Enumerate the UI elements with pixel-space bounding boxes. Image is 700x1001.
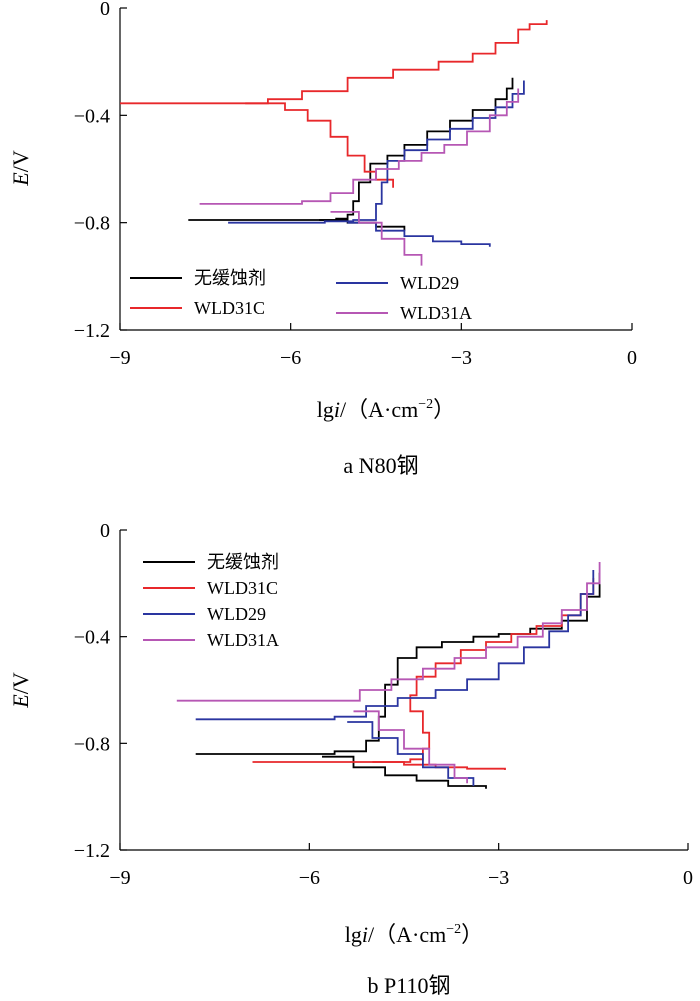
x-axis-label-main: lg (345, 922, 362, 947)
series-line-anodic (176, 562, 601, 702)
legend-label: WLD31C (207, 578, 278, 598)
x-axis-label-main: lg (317, 397, 334, 422)
panel-caption: b P110钢 (368, 973, 451, 998)
x-tick-label: −3 (488, 867, 509, 889)
x-axis-label-units: /（A·cm (340, 397, 418, 422)
legend-label: WLD31A (400, 303, 472, 323)
legend: 无缓蚀剂 WLD31C WLD29 WLD31A (143, 552, 279, 650)
x-axis-label-var: i (334, 397, 340, 422)
legend-label: WLD29 (207, 604, 266, 624)
series-line-anodic (195, 572, 601, 755)
series-line-anodic (228, 80, 525, 224)
x-axis-label: lgi/（A·cm−2） (317, 397, 455, 422)
x-tick-label: −9 (109, 347, 130, 369)
y-tick-label: −0.4 (74, 627, 110, 649)
series-无缓蚀剂 (188, 77, 514, 231)
x-axis-label-close: ） (433, 397, 455, 422)
legend-label: 无缓蚀剂 (194, 268, 266, 288)
series-WLD31A (199, 88, 520, 266)
y-tick-label: 0 (100, 0, 110, 20)
legend-label: WLD29 (400, 273, 459, 293)
x-axis-label-close: ） (461, 922, 483, 947)
x-tick-label: 0 (683, 867, 693, 889)
x-axis-label-exp: −2 (446, 922, 461, 937)
series-line-anodic (120, 20, 548, 105)
y-axis-label: E/V (8, 150, 33, 187)
x-tick-label: −6 (280, 347, 301, 369)
series-WLD31C (120, 20, 548, 188)
series-WLD29 (228, 80, 525, 247)
legend: 无缓蚀剂 WLD31C WLD29 WLD31A (130, 268, 472, 323)
y-tick-label: −0.8 (74, 733, 110, 755)
y-axis-label-var: E (8, 172, 33, 187)
series-line-cathodic (322, 755, 487, 789)
x-axis-label-units: /（A·cm (368, 922, 446, 947)
series-line-cathodic (353, 710, 468, 784)
series-line-anodic (188, 77, 514, 221)
panel-caption: a N80钢 (343, 453, 418, 478)
y-tick-label: −0.4 (74, 105, 110, 127)
x-axis-label-exp: −2 (418, 397, 433, 412)
y-axis-label-units: /V (8, 672, 33, 694)
x-tick-label: −6 (299, 867, 320, 889)
y-tick-label: −1.2 (74, 840, 110, 862)
legend-label: WLD31C (194, 298, 265, 318)
series-line-cathodic (347, 221, 491, 247)
series-WLD31A (176, 562, 601, 784)
y-tick-label: −1.2 (74, 320, 110, 342)
y-tick-label: 0 (100, 520, 110, 542)
x-tick-label: −3 (451, 347, 472, 369)
legend-label: 无缓蚀剂 (207, 552, 279, 572)
chart-panel-a: 0 −0.4 −0.8 −1.2 −9 −6 −3 0 E/V lgi/（A·cm−2） a N80… (8, 0, 637, 478)
chart-panel-b: 0 −0.4 −0.8 −1.2 −9 −6 −3 0 E/V lgi/（A·cm−2） b P11… (8, 520, 693, 998)
y-axis-label-units: /V (8, 150, 33, 172)
x-tick-label: 0 (627, 347, 637, 369)
y-axis-label-var: E (8, 694, 33, 709)
x-axis-label-var: i (362, 922, 368, 947)
series-line-anodic (199, 88, 520, 205)
legend-label: WLD31A (207, 630, 279, 650)
series-line-cathodic (330, 211, 423, 266)
series-line-anodic (195, 570, 595, 721)
x-tick-label: −9 (109, 867, 130, 889)
x-axis-label: lgi/（A·cm−2） (345, 922, 483, 947)
y-axis-label: E/V (8, 672, 33, 709)
series-line-cathodic (372, 761, 506, 770)
y-tick-label: −0.8 (74, 213, 110, 235)
